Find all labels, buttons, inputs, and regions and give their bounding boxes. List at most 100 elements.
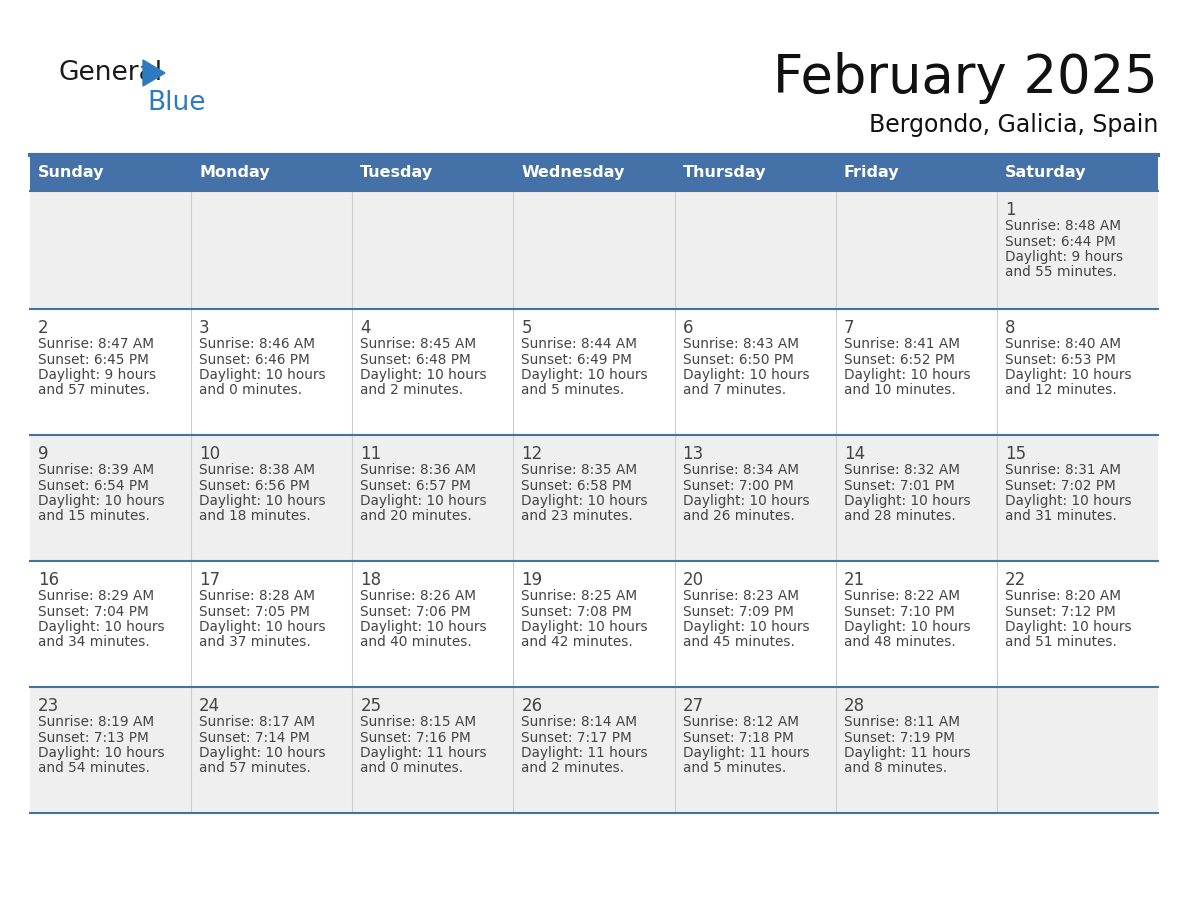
Text: Blue: Blue bbox=[147, 90, 206, 116]
Text: 9: 9 bbox=[38, 445, 49, 463]
Text: and 7 minutes.: and 7 minutes. bbox=[683, 384, 785, 397]
Text: Sunset: 7:02 PM: Sunset: 7:02 PM bbox=[1005, 478, 1116, 492]
Text: Sunrise: 8:45 AM: Sunrise: 8:45 AM bbox=[360, 337, 476, 351]
Text: 6: 6 bbox=[683, 319, 693, 337]
Text: Daylight: 10 hours: Daylight: 10 hours bbox=[843, 620, 971, 634]
Text: Daylight: 9 hours: Daylight: 9 hours bbox=[38, 368, 156, 382]
Text: Sunrise: 8:39 AM: Sunrise: 8:39 AM bbox=[38, 463, 154, 477]
Text: Daylight: 10 hours: Daylight: 10 hours bbox=[683, 368, 809, 382]
Text: Daylight: 9 hours: Daylight: 9 hours bbox=[1005, 250, 1123, 264]
Text: and 57 minutes.: and 57 minutes. bbox=[38, 384, 150, 397]
Bar bbox=[30, 309, 1158, 435]
Text: Daylight: 10 hours: Daylight: 10 hours bbox=[360, 368, 487, 382]
Text: and 31 minutes.: and 31 minutes. bbox=[1005, 509, 1117, 523]
Text: and 26 minutes.: and 26 minutes. bbox=[683, 509, 795, 523]
Text: Thursday: Thursday bbox=[683, 165, 766, 181]
Text: Sunrise: 8:19 AM: Sunrise: 8:19 AM bbox=[38, 715, 154, 729]
Text: Sunset: 7:06 PM: Sunset: 7:06 PM bbox=[360, 604, 470, 619]
Text: 15: 15 bbox=[1005, 445, 1026, 463]
Text: and 5 minutes.: and 5 minutes. bbox=[522, 384, 625, 397]
Text: 8: 8 bbox=[1005, 319, 1016, 337]
Text: 18: 18 bbox=[360, 571, 381, 589]
Text: and 28 minutes.: and 28 minutes. bbox=[843, 509, 955, 523]
Text: Sunset: 7:10 PM: Sunset: 7:10 PM bbox=[843, 604, 954, 619]
Text: and 55 minutes.: and 55 minutes. bbox=[1005, 265, 1117, 279]
Text: and 0 minutes.: and 0 minutes. bbox=[360, 762, 463, 776]
Text: Daylight: 10 hours: Daylight: 10 hours bbox=[360, 494, 487, 508]
Text: Daylight: 10 hours: Daylight: 10 hours bbox=[200, 746, 326, 760]
Text: 4: 4 bbox=[360, 319, 371, 337]
Text: Sunrise: 8:38 AM: Sunrise: 8:38 AM bbox=[200, 463, 315, 477]
Text: Sunrise: 8:23 AM: Sunrise: 8:23 AM bbox=[683, 589, 798, 603]
Text: Sunset: 7:16 PM: Sunset: 7:16 PM bbox=[360, 731, 470, 744]
Text: Sunrise: 8:47 AM: Sunrise: 8:47 AM bbox=[38, 337, 154, 351]
Text: 11: 11 bbox=[360, 445, 381, 463]
Text: 23: 23 bbox=[38, 697, 59, 715]
Text: Monday: Monday bbox=[200, 165, 270, 181]
Text: Wednesday: Wednesday bbox=[522, 165, 625, 181]
Text: and 0 minutes.: and 0 minutes. bbox=[200, 384, 302, 397]
Text: and 54 minutes.: and 54 minutes. bbox=[38, 762, 150, 776]
Text: Sunset: 7:12 PM: Sunset: 7:12 PM bbox=[1005, 604, 1116, 619]
Text: 13: 13 bbox=[683, 445, 703, 463]
Text: Sunset: 7:13 PM: Sunset: 7:13 PM bbox=[38, 731, 148, 744]
Text: 16: 16 bbox=[38, 571, 59, 589]
Text: 21: 21 bbox=[843, 571, 865, 589]
Text: Sunset: 6:50 PM: Sunset: 6:50 PM bbox=[683, 353, 794, 366]
Text: Sunset: 7:08 PM: Sunset: 7:08 PM bbox=[522, 604, 632, 619]
Text: Sunrise: 8:17 AM: Sunrise: 8:17 AM bbox=[200, 715, 315, 729]
Text: Sunrise: 8:14 AM: Sunrise: 8:14 AM bbox=[522, 715, 638, 729]
Text: and 23 minutes.: and 23 minutes. bbox=[522, 509, 633, 523]
Text: Sunrise: 8:48 AM: Sunrise: 8:48 AM bbox=[1005, 219, 1120, 233]
Bar bbox=[30, 561, 1158, 687]
Text: Sunrise: 8:29 AM: Sunrise: 8:29 AM bbox=[38, 589, 154, 603]
Text: Sunrise: 8:25 AM: Sunrise: 8:25 AM bbox=[522, 589, 638, 603]
Bar bbox=[30, 191, 1158, 309]
Text: Daylight: 10 hours: Daylight: 10 hours bbox=[200, 620, 326, 634]
Text: Daylight: 10 hours: Daylight: 10 hours bbox=[200, 494, 326, 508]
Bar bbox=[30, 155, 1158, 191]
Text: 1: 1 bbox=[1005, 201, 1016, 219]
Text: Bergondo, Galicia, Spain: Bergondo, Galicia, Spain bbox=[868, 113, 1158, 137]
Text: Sunrise: 8:22 AM: Sunrise: 8:22 AM bbox=[843, 589, 960, 603]
Text: and 12 minutes.: and 12 minutes. bbox=[1005, 384, 1117, 397]
Text: Sunset: 6:53 PM: Sunset: 6:53 PM bbox=[1005, 353, 1116, 366]
Text: Sunset: 6:56 PM: Sunset: 6:56 PM bbox=[200, 478, 310, 492]
Text: Sunset: 7:01 PM: Sunset: 7:01 PM bbox=[843, 478, 954, 492]
Text: 7: 7 bbox=[843, 319, 854, 337]
Bar bbox=[30, 687, 1158, 813]
Text: Daylight: 10 hours: Daylight: 10 hours bbox=[1005, 368, 1131, 382]
Text: Sunset: 6:52 PM: Sunset: 6:52 PM bbox=[843, 353, 955, 366]
Text: Daylight: 10 hours: Daylight: 10 hours bbox=[522, 368, 647, 382]
Text: 3: 3 bbox=[200, 319, 210, 337]
Text: February 2025: February 2025 bbox=[773, 52, 1158, 104]
Text: and 2 minutes.: and 2 minutes. bbox=[360, 384, 463, 397]
Text: Daylight: 11 hours: Daylight: 11 hours bbox=[843, 746, 971, 760]
Text: Daylight: 10 hours: Daylight: 10 hours bbox=[683, 620, 809, 634]
Text: and 57 minutes.: and 57 minutes. bbox=[200, 762, 311, 776]
Text: Tuesday: Tuesday bbox=[360, 165, 434, 181]
Text: and 51 minutes.: and 51 minutes. bbox=[1005, 635, 1117, 650]
Text: Daylight: 10 hours: Daylight: 10 hours bbox=[360, 620, 487, 634]
Text: Sunrise: 8:31 AM: Sunrise: 8:31 AM bbox=[1005, 463, 1120, 477]
Text: Sunrise: 8:12 AM: Sunrise: 8:12 AM bbox=[683, 715, 798, 729]
Text: Daylight: 10 hours: Daylight: 10 hours bbox=[522, 620, 647, 634]
Text: Sunrise: 8:20 AM: Sunrise: 8:20 AM bbox=[1005, 589, 1120, 603]
Text: Daylight: 10 hours: Daylight: 10 hours bbox=[522, 494, 647, 508]
Text: Sunset: 7:04 PM: Sunset: 7:04 PM bbox=[38, 604, 148, 619]
Text: Sunrise: 8:35 AM: Sunrise: 8:35 AM bbox=[522, 463, 638, 477]
Text: Sunset: 7:17 PM: Sunset: 7:17 PM bbox=[522, 731, 632, 744]
Text: 10: 10 bbox=[200, 445, 220, 463]
Text: Sunset: 6:49 PM: Sunset: 6:49 PM bbox=[522, 353, 632, 366]
Text: Sunset: 6:48 PM: Sunset: 6:48 PM bbox=[360, 353, 470, 366]
Text: Daylight: 10 hours: Daylight: 10 hours bbox=[843, 494, 971, 508]
Text: and 10 minutes.: and 10 minutes. bbox=[843, 384, 955, 397]
Text: Saturday: Saturday bbox=[1005, 165, 1086, 181]
Text: 14: 14 bbox=[843, 445, 865, 463]
Text: 17: 17 bbox=[200, 571, 220, 589]
Text: Daylight: 11 hours: Daylight: 11 hours bbox=[683, 746, 809, 760]
Text: and 48 minutes.: and 48 minutes. bbox=[843, 635, 955, 650]
Text: General: General bbox=[58, 60, 162, 86]
Text: Sunset: 7:00 PM: Sunset: 7:00 PM bbox=[683, 478, 794, 492]
Text: Sunrise: 8:26 AM: Sunrise: 8:26 AM bbox=[360, 589, 476, 603]
